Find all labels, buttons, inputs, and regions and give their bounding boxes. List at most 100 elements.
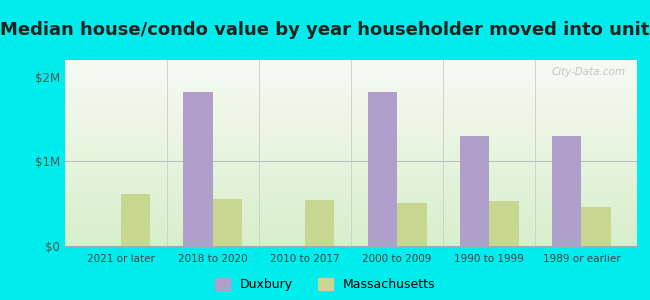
Bar — [65, 179, 637, 180]
Bar — [65, 235, 637, 236]
Bar — [65, 238, 637, 239]
Legend: Duxbury, Massachusetts: Duxbury, Massachusetts — [214, 278, 436, 291]
Bar — [65, 95, 637, 96]
Bar — [65, 64, 637, 66]
Bar — [65, 192, 637, 193]
Bar — [65, 168, 637, 169]
Bar — [65, 153, 637, 154]
Bar — [65, 210, 637, 211]
Bar — [65, 195, 637, 196]
Bar — [65, 152, 637, 153]
Bar — [65, 118, 637, 119]
Bar — [65, 206, 637, 207]
Bar — [65, 161, 637, 162]
Bar — [65, 76, 637, 77]
Bar — [65, 185, 637, 187]
Bar — [65, 104, 637, 105]
Bar — [65, 102, 637, 103]
Bar — [65, 70, 637, 71]
Bar — [65, 113, 637, 114]
Bar — [65, 238, 637, 239]
Bar — [65, 166, 637, 167]
Bar — [65, 169, 637, 170]
Bar — [65, 84, 637, 85]
Bar — [65, 117, 637, 118]
Bar — [65, 189, 637, 190]
Bar — [65, 123, 637, 124]
Bar — [65, 158, 637, 159]
Bar — [65, 236, 637, 237]
Bar — [65, 91, 637, 92]
Bar — [65, 63, 637, 64]
Bar — [65, 128, 637, 129]
Bar — [65, 214, 637, 215]
Bar — [65, 196, 637, 197]
Bar — [120, 194, 150, 246]
Bar — [65, 101, 637, 102]
Bar — [65, 204, 637, 205]
Bar — [65, 99, 637, 100]
Bar — [65, 233, 637, 234]
Bar — [65, 172, 637, 173]
Bar — [65, 75, 637, 76]
Bar — [65, 110, 637, 111]
Bar — [65, 127, 637, 128]
Bar — [65, 131, 637, 132]
Bar — [65, 150, 637, 151]
Bar — [65, 66, 637, 67]
Bar — [65, 92, 637, 94]
Bar — [65, 232, 637, 233]
Bar — [397, 203, 426, 246]
Bar — [65, 112, 637, 113]
Bar — [65, 155, 637, 156]
Bar — [65, 173, 637, 174]
Bar — [65, 136, 637, 137]
Bar — [65, 183, 637, 184]
Bar — [65, 105, 637, 106]
Bar — [65, 71, 637, 72]
Bar — [65, 107, 637, 108]
Bar — [65, 80, 637, 81]
Bar — [582, 207, 611, 246]
Bar — [65, 170, 637, 171]
Bar — [65, 85, 637, 86]
Bar — [65, 208, 637, 209]
Bar — [65, 109, 637, 110]
Bar — [65, 223, 637, 224]
Bar — [65, 176, 637, 177]
Bar — [65, 211, 637, 212]
Bar — [65, 115, 637, 116]
Bar — [65, 177, 637, 178]
Bar — [65, 228, 637, 229]
Bar — [65, 229, 637, 230]
Bar — [65, 98, 637, 99]
Bar — [65, 160, 637, 161]
Bar — [65, 182, 637, 183]
Bar — [65, 167, 637, 168]
Bar — [65, 61, 637, 62]
Bar — [65, 146, 637, 147]
Bar — [65, 207, 637, 208]
Bar — [65, 237, 637, 238]
Bar — [65, 94, 637, 95]
Bar — [65, 234, 637, 235]
Bar — [65, 142, 637, 143]
Bar — [65, 216, 637, 217]
Bar — [460, 136, 489, 246]
Bar — [65, 165, 637, 166]
Bar — [65, 203, 637, 204]
Bar — [65, 145, 637, 146]
Bar — [65, 139, 637, 140]
Bar — [65, 175, 637, 176]
Bar — [305, 200, 334, 246]
Bar — [65, 151, 637, 152]
Bar — [65, 87, 637, 88]
Bar — [65, 197, 637, 198]
Bar — [65, 160, 637, 161]
Bar — [65, 141, 637, 142]
Bar — [65, 202, 637, 203]
Bar — [65, 156, 637, 157]
Bar — [65, 67, 637, 68]
Bar — [65, 88, 637, 89]
Bar — [65, 90, 637, 91]
